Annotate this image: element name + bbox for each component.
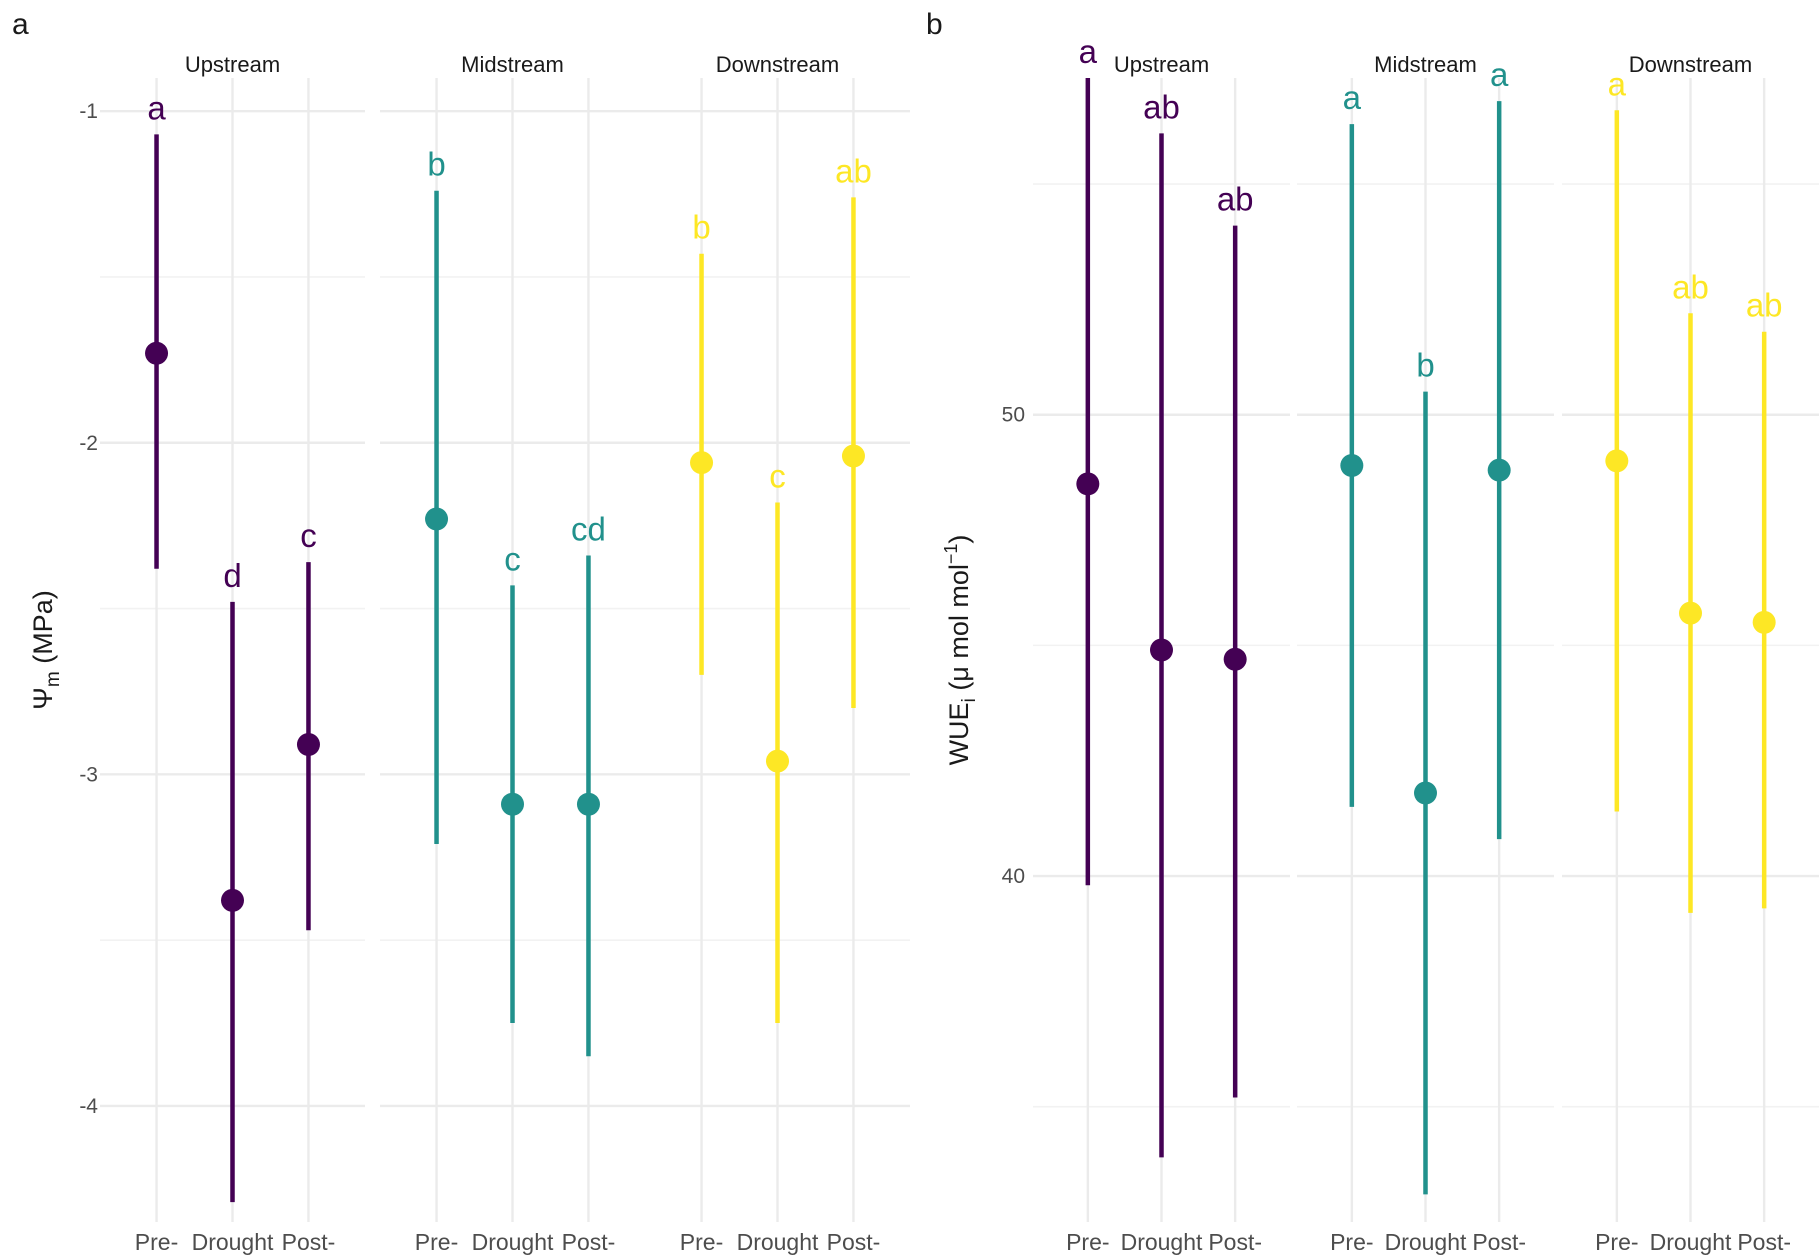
panel-b: b WUEi (μ mol mol−1) 40 50 Upstream Pre- Droug… [926,8,1819,1255]
x-tick-label: Post- [1472,1229,1526,1255]
y-axis-title-unit: (μ mol mol [944,564,974,698]
x-tick-label: Post- [1208,1229,1262,1255]
x-tick-label: Pre- [135,1229,178,1255]
significance-letter: ab [1143,88,1180,125]
significance-letter: c [769,457,786,494]
data-point [1150,638,1173,662]
facet-downstream: Downstream Pre- Drought Post-b c ab [645,52,910,1255]
significance-letter: a [147,89,166,126]
significance-letter: ab [1672,268,1709,305]
facet-downstream: Downstream Pre- Drought Post-a ab ab [1562,52,1819,1255]
data-point [1223,647,1247,671]
x-tick-label: Pre- [680,1229,723,1255]
significance-letter: c [300,517,317,554]
y-axis-title: WUEi (μ mol mol−1) [941,535,980,766]
y-axis-title-main: WUE [944,702,974,765]
x-tick-label: Pre- [1330,1229,1373,1255]
significance-letter: b [1416,347,1434,384]
data-point [1487,458,1511,482]
significance-letter: d [223,557,241,594]
significance-letter: cd [571,510,606,547]
y-axis-title: Ψm (MPa) [28,590,64,709]
x-tick-label: Drought [1121,1229,1203,1255]
data-point [1752,610,1776,634]
significance-letter: c [504,540,521,577]
y-axis-title-superscript: −1 [941,544,961,565]
facet-title: Midstream [1374,52,1477,77]
significance-letter: b [427,146,445,183]
facet-midstream: Midstream Pre- Drought Post-a b a [1297,52,1554,1255]
facet-title: Downstream [1629,52,1752,77]
x-tick-label: Post- [282,1229,336,1255]
facet-upstream: Upstream Pre- Drought Post-a d c [100,52,365,1255]
significance-letter: a [1343,79,1362,116]
facet-upstream: Upstream Pre- Drought Post-a ab ab [1033,33,1290,1255]
y-axis-title-subscript: i [959,698,980,702]
y-axis-title-close: ) [944,535,974,544]
data-point [576,792,600,816]
y-tick-label: 40 [1002,865,1025,888]
x-tick-label: Drought [472,1229,554,1255]
y-tick-label: -1 [79,100,98,123]
panel-label: b [926,8,943,41]
x-tick-label: Pre- [1066,1229,1109,1255]
data-point [1076,472,1100,496]
facet-midstream: Midstream Pre- Drought Post-b c cd [380,52,645,1255]
y-axis-title-subscript: m [43,671,64,687]
y-tick-label: -4 [79,1095,98,1118]
significance-letter: a [1079,33,1098,70]
y-axis-title-main: Ψ [28,687,58,710]
data-point [501,792,524,816]
significance-letter: ab [835,152,872,189]
data-point [690,451,714,475]
data-point [221,888,244,912]
y-tick-label: -3 [79,763,98,786]
significance-letter: b [692,209,710,246]
significance-letter: ab [1217,181,1254,218]
data-point [425,507,449,531]
data-point [1340,453,1364,477]
data-point [1414,781,1437,805]
significance-letter: a [1608,65,1627,102]
panel-a: a Ψm (MPa) -1 -2 -3 -4 Upstream Pre- Drought Post… [12,8,910,1255]
data-point [1679,601,1702,625]
y-tick-label: 50 [1002,404,1025,427]
data-point [766,749,789,773]
x-tick-label: Drought [1385,1229,1467,1255]
y-axis-title-unit: (MPa) [28,590,58,671]
x-tick-label: Drought [192,1229,274,1255]
x-tick-label: Post- [827,1229,881,1255]
data-point [296,733,320,757]
x-tick-label: Drought [737,1229,819,1255]
significance-letter: ab [1746,287,1783,324]
data-point [841,444,865,468]
panel-label: a [12,8,29,41]
facet-title: Downstream [716,52,839,77]
facet-title: Upstream [1114,52,1209,77]
x-tick-label: Drought [1650,1229,1732,1255]
facet-title: Upstream [185,52,280,77]
x-tick-label: Post- [562,1229,616,1255]
y-tick-label: -2 [79,432,98,455]
x-tick-label: Pre- [1595,1229,1638,1255]
data-point [145,341,169,365]
facet-title: Midstream [461,52,564,77]
data-point [1605,449,1629,473]
x-tick-label: Post- [1737,1229,1791,1255]
significance-letter: a [1490,56,1509,93]
x-tick-label: Pre- [415,1229,458,1255]
